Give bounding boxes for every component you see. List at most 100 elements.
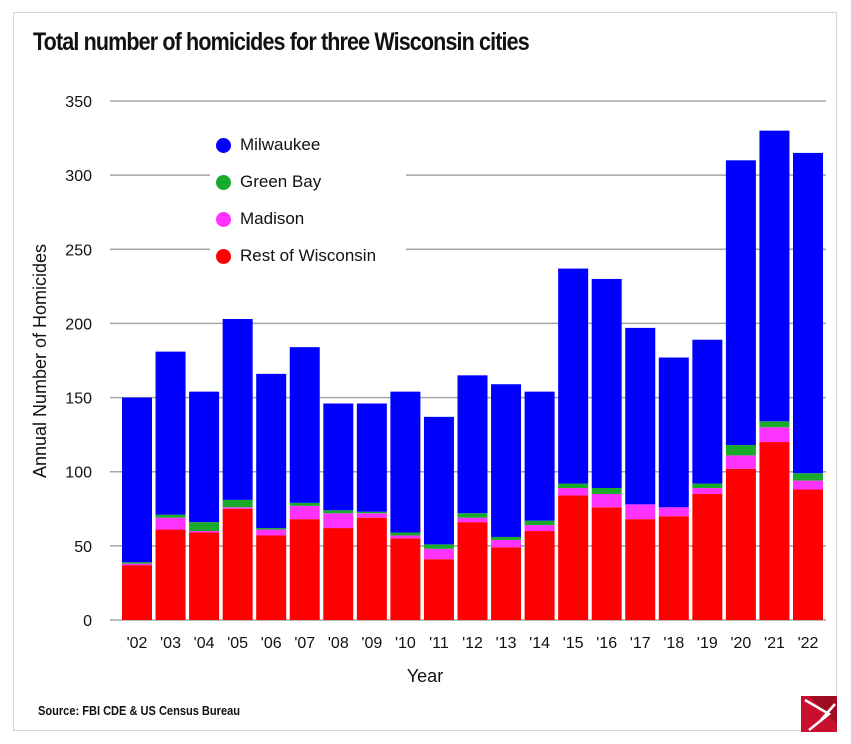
x-tick-label: '09	[361, 635, 382, 652]
x-tick-label: '06	[261, 635, 282, 652]
bar-segment-milwaukee	[793, 152, 823, 474]
bar-segment-green-bay	[692, 483, 723, 489]
bar-segment-madison	[759, 427, 790, 443]
legend-dot-icon	[216, 248, 231, 264]
legend-label: Green Bay	[240, 172, 322, 191]
y-tick-label: 0	[83, 613, 92, 630]
logo-icon	[801, 696, 837, 732]
bar-segment-madison	[558, 488, 589, 496]
bar-segment-rest-of-wisconsin	[658, 516, 689, 620]
legend: Milwaukee Green Bay Madison Rest of Wiscons…	[210, 128, 406, 274]
legend-item-green-bay: Green Bay	[216, 170, 321, 194]
source-note: Source: FBI CDE & US Census Bureau	[38, 703, 241, 718]
chart-title: Total number of homicides for three Wisc…	[33, 28, 530, 56]
bar-segment-madison	[524, 525, 555, 532]
bar-segment-milwaukee	[289, 347, 320, 503]
x-tick-label: '05	[227, 635, 248, 652]
bar-segment-milwaukee	[122, 397, 152, 563]
bar-segment-rest-of-wisconsin	[558, 495, 589, 620]
bar-segment-madison	[457, 517, 488, 523]
x-tick-label: '20	[730, 635, 751, 652]
bar-segment-milwaukee	[356, 403, 387, 512]
x-tick-labels: '02 '03 '04 '05 '06 '07 '08 '09 '10 '11 '12 '13 '14 '…	[127, 635, 819, 652]
bar-segment-green-bay	[759, 421, 790, 428]
bar-segment-rest-of-wisconsin	[356, 517, 387, 620]
bar-segment-green-bay	[524, 520, 555, 526]
bar-segment-rest-of-wisconsin	[390, 538, 421, 620]
bar-segment-green-bay	[390, 532, 421, 536]
legend-label: Milwaukee	[240, 135, 321, 154]
bar-segment-madison	[323, 513, 354, 529]
bar-segment-rest-of-wisconsin	[625, 519, 656, 620]
bar-segment-rest-of-wisconsin	[189, 532, 220, 620]
bar-segment-rest-of-wisconsin	[692, 493, 723, 620]
bar-segment-madison	[793, 480, 823, 490]
bar-segment-rest-of-wisconsin	[457, 522, 488, 620]
bar-segment-rest-of-wisconsin	[725, 468, 756, 620]
bar-segment-milwaukee	[692, 339, 723, 484]
bar-segment-milwaukee	[524, 391, 555, 521]
bar-segment-milwaukee	[390, 391, 421, 533]
bar-segment-madison	[356, 513, 387, 518]
bar-segment-madison	[155, 517, 186, 530]
bar-segment-milwaukee	[625, 327, 656, 505]
bar-segment-green-bay	[356, 511, 387, 514]
legend-label: Rest of Wisconsin	[240, 246, 377, 265]
bar-segment-rest-of-wisconsin	[323, 528, 354, 620]
x-tick-label: '12	[462, 635, 483, 652]
x-tick-label: '13	[496, 635, 517, 652]
y-tick-label: 200	[65, 316, 92, 333]
bar-segment-madison	[222, 507, 253, 509]
x-tick-label: '08	[328, 635, 349, 652]
x-tick-label: '14	[529, 635, 550, 652]
legend-dot-icon	[216, 137, 231, 153]
bar-segment-milwaukee	[423, 416, 454, 545]
bar-segment-rest-of-wisconsin	[289, 519, 320, 620]
bar-segment-green-bay	[423, 544, 454, 549]
bar-segment-rest-of-wisconsin	[491, 547, 522, 620]
bar-segment-madison	[625, 504, 656, 520]
bar-segment-madison	[591, 493, 622, 508]
bar-segment-madison	[289, 505, 320, 520]
y-axis-label: Annual Number of Homicides	[30, 244, 50, 478]
bar-segment-milwaukee	[256, 373, 287, 529]
legend-dot-icon	[216, 174, 231, 190]
bar-segment-madison	[491, 539, 522, 548]
bar-segment-madison	[390, 535, 421, 539]
bar-segment-milwaukee	[725, 160, 756, 446]
legend-item-milwaukee: Milwaukee	[216, 133, 320, 157]
bar-segment-green-bay	[256, 528, 287, 530]
y-tick-label: 250	[65, 242, 92, 259]
x-tick-label: '15	[563, 635, 584, 652]
x-tick-label: '18	[663, 635, 684, 652]
legend-item-rest-of-wisconsin: Rest of Wisconsin	[216, 244, 376, 268]
bar-segment-madison	[256, 529, 287, 536]
x-tick-label: '02	[127, 635, 148, 652]
bar-segment-rest-of-wisconsin	[524, 531, 555, 620]
bar-segment-milwaukee	[155, 351, 186, 515]
x-tick-label: '04	[194, 635, 215, 652]
bar-segment-green-bay	[491, 536, 522, 540]
bar-segment-rest-of-wisconsin	[122, 565, 152, 620]
bars	[122, 130, 823, 620]
bar-segment-green-bay	[189, 522, 220, 532]
x-tick-label: '22	[798, 635, 819, 652]
bar-segment-milwaukee	[658, 357, 689, 508]
bar-segment-green-bay	[591, 488, 622, 494]
bar-segment-milwaukee	[591, 278, 622, 489]
y-tick-label: 50	[74, 539, 92, 556]
bar-segment-rest-of-wisconsin	[793, 489, 823, 620]
bar-segment-green-bay	[793, 473, 823, 481]
bar-segment-rest-of-wisconsin	[423, 559, 454, 620]
x-tick-label: '07	[294, 635, 315, 652]
bar-segment-green-bay	[558, 483, 589, 489]
x-tick-label: '19	[697, 635, 718, 652]
bar-segment-madison	[122, 563, 152, 566]
bar-segment-rest-of-wisconsin	[222, 508, 253, 620]
bar-segment-milwaukee	[189, 391, 220, 523]
bar-segment-rest-of-wisconsin	[256, 535, 287, 620]
y-tick-label: 300	[65, 168, 92, 185]
y-tick-label: 350	[65, 94, 92, 111]
bar-segment-madison	[692, 488, 723, 494]
